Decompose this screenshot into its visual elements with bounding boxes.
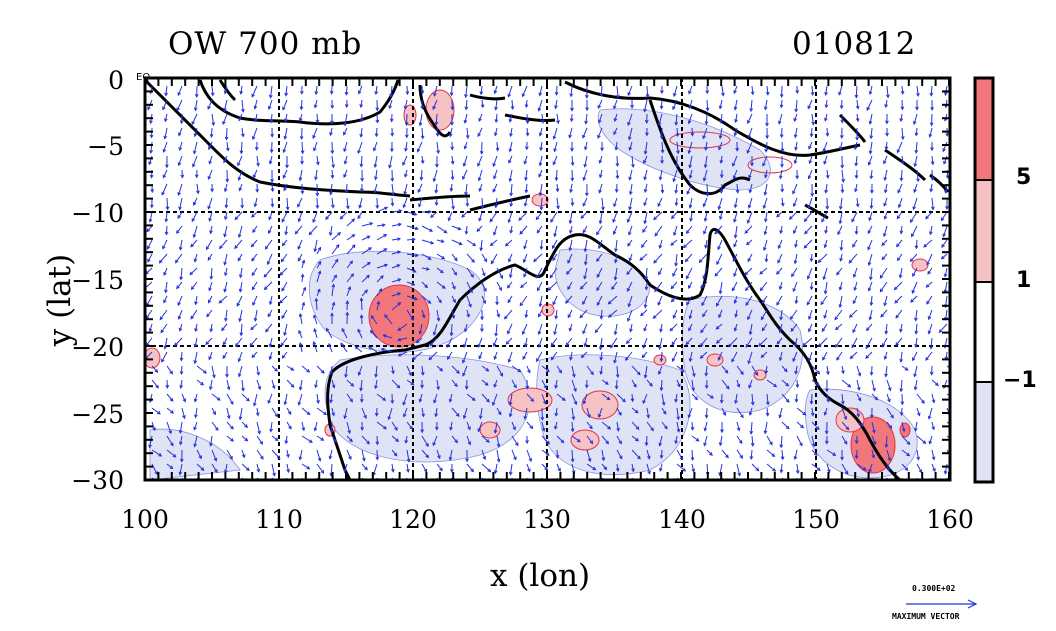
colorbar (973, 76, 995, 484)
x-tick-label: 150 (792, 505, 840, 534)
wind-vectors (145, 85, 950, 480)
positive-shading (145, 89, 929, 474)
colorbar-label: 1 (1016, 268, 1032, 293)
map-date: 010812 (792, 26, 917, 62)
y-tick-label: −5 (87, 132, 124, 161)
x-tick-label: 100 (121, 505, 169, 534)
x-tick-label: 130 (523, 505, 571, 534)
map-title: OW 700 mb (168, 26, 363, 62)
frame-ticks (144, 77, 950, 481)
equator-label: EQ (136, 72, 151, 83)
colorbar-label: −1 (1003, 368, 1037, 393)
y-tick-label: −10 (71, 199, 124, 228)
x-tick-label: 110 (255, 505, 303, 534)
x-tick-label: 140 (658, 505, 706, 534)
x-axis-label: x (lon) (490, 558, 591, 594)
coastlines (145, 78, 950, 480)
max-vector-value: 0.300E+02 (912, 584, 956, 593)
colorbar-label: 5 (1016, 165, 1032, 190)
negative-shading (149, 108, 918, 480)
y-tick-label: −15 (71, 266, 124, 295)
y-tick-label: 0 (108, 66, 124, 95)
y-axis-label: y (lat) (42, 253, 79, 347)
plot-area (145, 78, 950, 480)
max-vector-arrow (906, 599, 978, 609)
x-tick-label: 160 (926, 505, 974, 534)
x-tick-label: 120 (389, 505, 437, 534)
y-tick-label: −20 (71, 333, 124, 362)
max-vector-label: MAXIMUM VECTOR (892, 612, 960, 621)
y-tick-label: −30 (71, 466, 124, 495)
grid-lines (145, 78, 950, 480)
y-tick-label: −25 (71, 400, 124, 429)
